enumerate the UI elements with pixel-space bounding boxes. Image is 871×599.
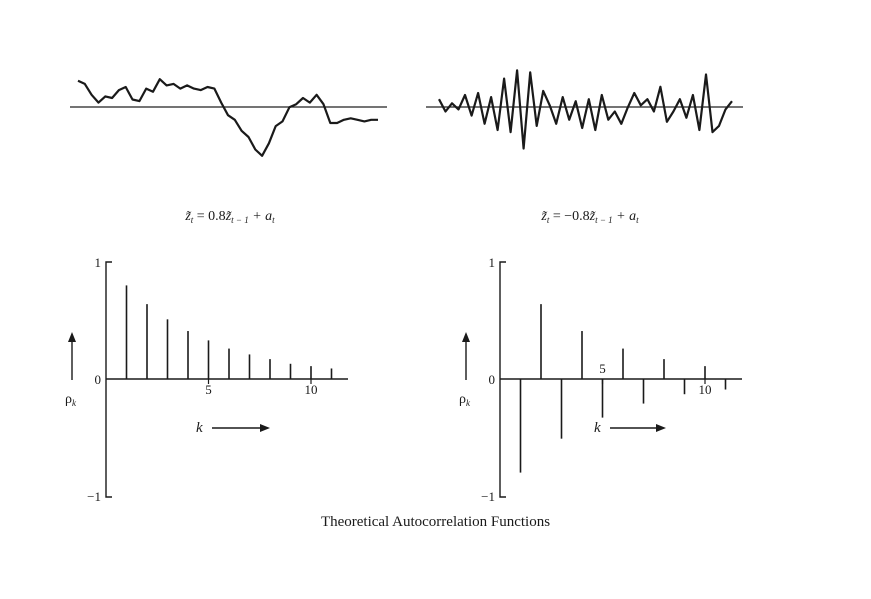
acf-right-ytick-top: 1 <box>489 255 496 270</box>
acf-left-ytick-top: 1 <box>95 255 102 270</box>
acf-left-xtick-label: 10 <box>305 382 318 397</box>
acf-right-k-arrow-head <box>656 424 666 432</box>
acf-right-ytick-bottom: −1 <box>481 489 495 504</box>
series-right-panel: z̃t = −0.8z̃t − 1 + at <box>426 69 743 225</box>
series-left-equation: z̃t = 0.8z̃t − 1 + at <box>184 209 275 225</box>
acf-left-ytick-zero: 0 <box>95 372 102 387</box>
acf-left-panel: 1 0 −1 ρk k 5 10 <box>65 255 348 504</box>
acf-right-ytick-zero: 0 <box>489 372 496 387</box>
series-left-line <box>77 78 378 157</box>
acf-left-rho-arrow-head <box>68 332 76 342</box>
acf-right-rho-arrow-head <box>462 332 470 342</box>
acf-right-xlabel: k <box>594 420 601 436</box>
series-right-equation: z̃t = −0.8z̃t − 1 + at <box>540 209 639 225</box>
series-left-panel: z̃t = 0.8z̃t − 1 + at <box>70 78 387 225</box>
acf-left-k-arrow-head <box>260 424 270 432</box>
acf-right-xtick-label: 10 <box>699 382 712 397</box>
series-right-line <box>438 69 733 150</box>
figure-caption: Theoretical Autocorrelation Functions <box>320 514 551 530</box>
acf-left-ylabel: ρk <box>65 392 77 408</box>
acf-right-ylabel: ρk <box>459 392 471 408</box>
acf-right-xtick-label: 5 <box>599 361 606 376</box>
acf-right-panel: 1 0 −1 ρk k 5 10 <box>459 255 742 504</box>
acf-left-ytick-bottom: −1 <box>87 489 101 504</box>
acf-left-xtick-label: 5 <box>205 382 212 397</box>
acf-left-xlabel: k <box>196 420 203 436</box>
